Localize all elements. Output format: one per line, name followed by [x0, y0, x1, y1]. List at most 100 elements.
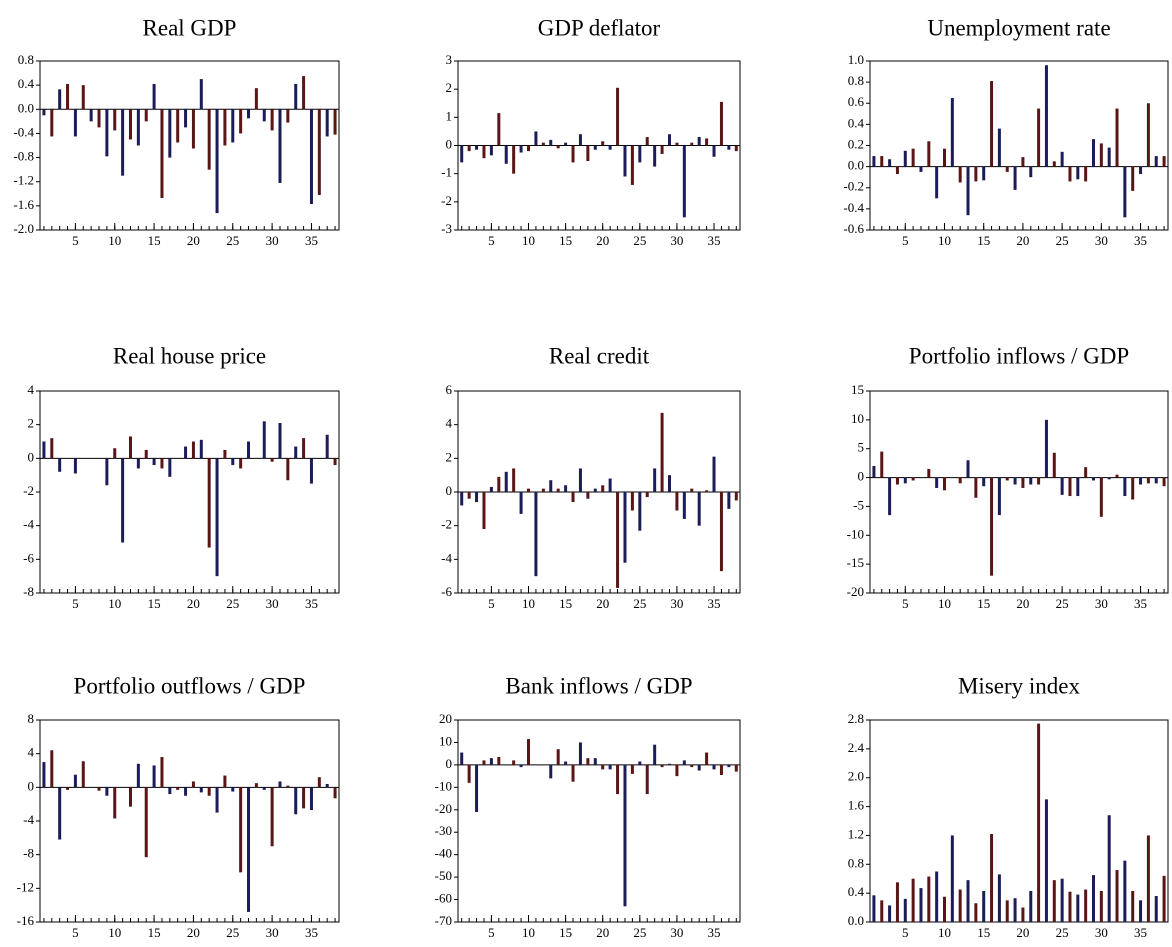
y-tick-label: 20	[439, 711, 452, 726]
bar	[489, 758, 493, 765]
x-tick-label: 30	[1095, 596, 1108, 611]
bar	[601, 764, 605, 770]
bar	[294, 83, 298, 110]
bar	[81, 85, 85, 110]
bar	[556, 145, 560, 149]
x-tick-label: 30	[266, 233, 279, 248]
x-tick-label: 15	[559, 233, 572, 248]
bar	[1005, 900, 1009, 922]
bar	[564, 142, 568, 146]
bar	[1068, 166, 1072, 182]
bar	[1029, 166, 1033, 178]
bar	[927, 876, 931, 922]
bar	[668, 475, 671, 492]
bar	[1021, 477, 1025, 488]
bar	[660, 764, 664, 768]
bar	[231, 109, 235, 143]
bar	[705, 490, 709, 492]
bar	[199, 787, 203, 793]
bar	[50, 109, 54, 137]
x-tick-label: 35	[708, 596, 721, 611]
bar	[903, 477, 907, 484]
x-tick-label: 15	[148, 925, 161, 940]
chart-title: Portfolio inflows / GDP	[909, 343, 1129, 368]
bar	[325, 783, 329, 788]
x-tick-label: 25	[1056, 596, 1069, 611]
bar	[608, 478, 612, 492]
bar	[467, 145, 471, 152]
x-tick-label: 10	[522, 596, 535, 611]
bar	[697, 137, 701, 146]
bar	[286, 109, 290, 123]
x-tick-label: 25	[633, 596, 646, 611]
bar	[152, 83, 156, 110]
bar	[527, 145, 530, 152]
bar	[982, 477, 986, 487]
bar	[578, 468, 582, 492]
bar	[608, 145, 612, 150]
x-tick-label: 25	[633, 925, 646, 940]
bar	[207, 458, 211, 548]
plot-frame	[869, 390, 1169, 594]
x-tick-label: 5	[488, 233, 495, 248]
y-tick-label: 0	[446, 483, 453, 498]
bar	[58, 458, 62, 472]
y-tick-label: 2.0	[848, 769, 864, 784]
bar	[1052, 161, 1056, 167]
bar	[919, 888, 923, 922]
bar	[482, 145, 486, 159]
y-tick-label: 15	[851, 382, 864, 397]
bar	[270, 787, 274, 847]
bar	[191, 109, 195, 149]
x-tick-label: 25	[1056, 925, 1069, 940]
bar	[578, 742, 582, 765]
bar	[690, 764, 694, 768]
bar	[958, 889, 962, 922]
bar	[1076, 166, 1080, 180]
bar	[1115, 870, 1119, 922]
bar	[497, 113, 501, 146]
bar	[1084, 889, 1088, 922]
bar	[302, 438, 306, 459]
x-tick-label: 20	[187, 596, 200, 611]
y-tick-label: -16	[17, 913, 35, 928]
x-tick-label: 5	[902, 233, 909, 248]
bar	[888, 159, 892, 167]
bar	[1107, 147, 1111, 167]
y-tick-label: 2.4	[848, 740, 865, 755]
x-tick-label: 20	[187, 925, 200, 940]
bar	[262, 787, 266, 790]
bar	[682, 145, 686, 218]
x-tick-label: 30	[670, 596, 683, 611]
x-tick-label: 25	[633, 233, 646, 248]
bar	[460, 752, 464, 765]
bar	[1131, 166, 1135, 191]
y-tick-label: -1	[441, 165, 452, 180]
x-tick-label: 30	[1095, 233, 1108, 248]
bar	[1005, 477, 1009, 481]
bar	[593, 758, 597, 765]
bar	[207, 787, 211, 796]
bar	[1005, 166, 1009, 172]
bar	[682, 492, 686, 519]
y-tick-label: 8	[28, 711, 35, 726]
x-tick-label: 20	[1016, 233, 1029, 248]
bar	[943, 148, 946, 167]
y-tick-label: 6	[446, 382, 453, 397]
bar	[997, 477, 1001, 516]
x-tick-label: 20	[187, 233, 200, 248]
bar	[482, 492, 486, 530]
bar	[990, 833, 994, 922]
bar	[638, 761, 642, 765]
bar	[223, 775, 227, 788]
bar	[1092, 139, 1095, 167]
plot-frame	[869, 60, 1169, 231]
bar	[191, 441, 195, 459]
x-tick-label: 30	[670, 925, 683, 940]
bar	[144, 449, 148, 459]
bar	[309, 458, 313, 484]
bar	[309, 109, 313, 205]
bar	[1154, 477, 1158, 484]
bar	[1060, 151, 1064, 167]
